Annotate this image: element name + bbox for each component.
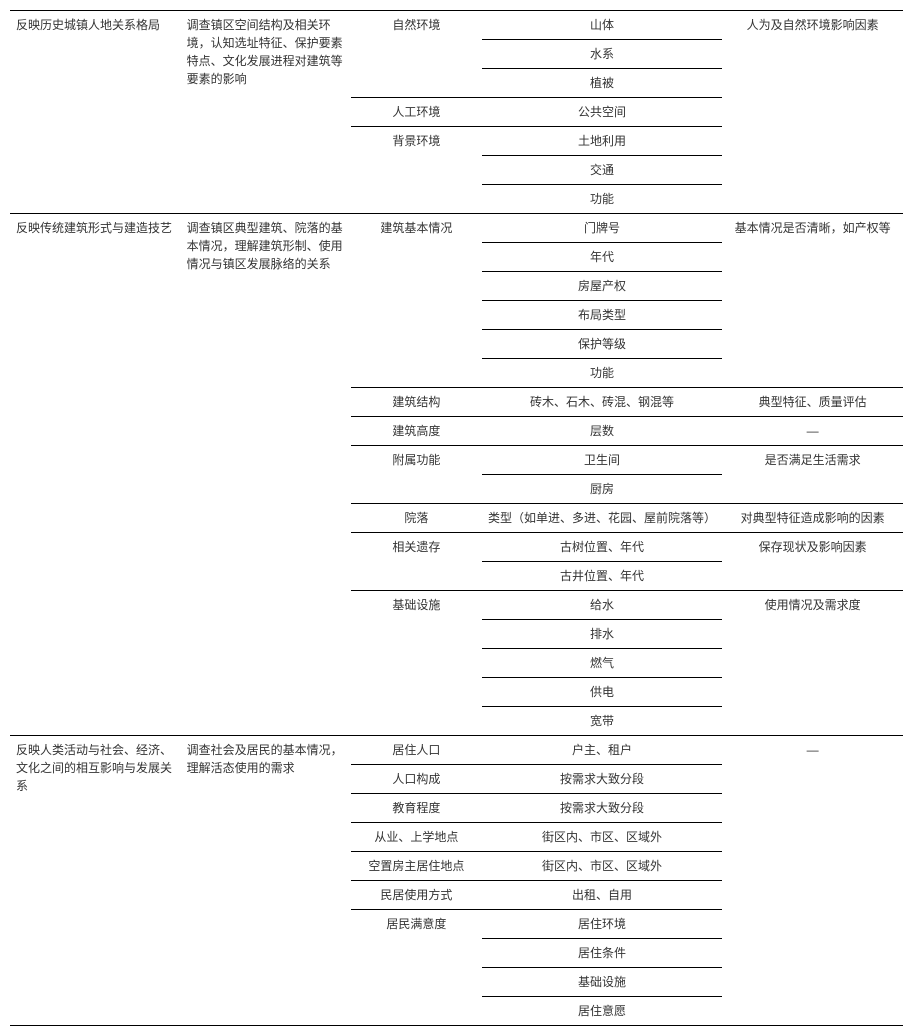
- section-desc: 调查镇区典型建筑、院落的基本情况，理解建筑形制、使用情况与镇区发展脉络的关系: [181, 214, 352, 736]
- category: 院落: [351, 504, 481, 533]
- note: 对典型特征造成影响的因素: [722, 504, 903, 533]
- item: 土地利用: [482, 127, 723, 156]
- item: 户主、租户: [482, 736, 723, 765]
- category: 相关遗存: [351, 533, 481, 591]
- category: 基础设施: [351, 591, 481, 736]
- item: 给水: [482, 591, 723, 620]
- category: 居民满意度: [351, 910, 481, 1026]
- note: 使用情况及需求度: [722, 591, 903, 736]
- category: 人口构成: [351, 765, 481, 794]
- item: 排水: [482, 620, 723, 649]
- item: 按需求大致分段: [482, 794, 723, 823]
- item: 居住环境: [482, 910, 723, 939]
- item: 类型（如单进、多进、花园、屋前院落等）: [482, 504, 723, 533]
- item: 功能: [482, 359, 723, 388]
- category: 空置房主居住地点: [351, 852, 481, 881]
- category: 背景环境: [351, 127, 481, 214]
- item: 功能: [482, 185, 723, 214]
- item: 保护等级: [482, 330, 723, 359]
- item: 层数: [482, 417, 723, 446]
- survey-table: 反映历史城镇人地关系格局调查镇区空间结构及相关环境，认知选址特征、保护要素特点、…: [10, 10, 903, 1026]
- section-title: 反映人类活动与社会、经济、文化之间的相互影响与发展关系: [10, 736, 181, 1026]
- item: 砖木、石木、砖混、钢混等: [482, 388, 723, 417]
- section-title: 反映历史城镇人地关系格局: [10, 11, 181, 214]
- note: —: [722, 417, 903, 446]
- note: 人为及自然环境影响因素: [722, 11, 903, 214]
- item: 供电: [482, 678, 723, 707]
- category: 建筑高度: [351, 417, 481, 446]
- item: 布局类型: [482, 301, 723, 330]
- category: 人工环境: [351, 98, 481, 127]
- item: 街区内、市区、区域外: [482, 823, 723, 852]
- category: 从业、上学地点: [351, 823, 481, 852]
- item: 公共空间: [482, 98, 723, 127]
- item: 宽带: [482, 707, 723, 736]
- section-title: 反映传统建筑形式与建造技艺: [10, 214, 181, 736]
- item: 基础设施: [482, 968, 723, 997]
- item: 厨房: [482, 475, 723, 504]
- item: 古井位置、年代: [482, 562, 723, 591]
- item: 居住意愿: [482, 997, 723, 1026]
- category: 建筑结构: [351, 388, 481, 417]
- item: 交通: [482, 156, 723, 185]
- category: 民居使用方式: [351, 881, 481, 910]
- item: 卫生间: [482, 446, 723, 475]
- note: 保存现状及影响因素: [722, 533, 903, 591]
- item: 山体: [482, 11, 723, 40]
- item: 出租、自用: [482, 881, 723, 910]
- item: 居住条件: [482, 939, 723, 968]
- note: —: [722, 736, 903, 1026]
- section-desc: 调查社会及居民的基本情况，理解活态使用的需求: [181, 736, 352, 1026]
- item: 门牌号: [482, 214, 723, 243]
- item: 房屋产权: [482, 272, 723, 301]
- category: 自然环境: [351, 11, 481, 98]
- item: 燃气: [482, 649, 723, 678]
- category: 建筑基本情况: [351, 214, 481, 388]
- item: 街区内、市区、区域外: [482, 852, 723, 881]
- note: 是否满足生活需求: [722, 446, 903, 504]
- item: 植被: [482, 69, 723, 98]
- item: 水系: [482, 40, 723, 69]
- note: 基本情况是否清晰，如产权等: [722, 214, 903, 388]
- category: 教育程度: [351, 794, 481, 823]
- section-desc: 调查镇区空间结构及相关环境，认知选址特征、保护要素特点、文化发展进程对建筑等要素…: [181, 11, 352, 214]
- item: 按需求大致分段: [482, 765, 723, 794]
- item: 年代: [482, 243, 723, 272]
- category: 附属功能: [351, 446, 481, 504]
- category: 居住人口: [351, 736, 481, 765]
- item: 古树位置、年代: [482, 533, 723, 562]
- note: 典型特征、质量评估: [722, 388, 903, 417]
